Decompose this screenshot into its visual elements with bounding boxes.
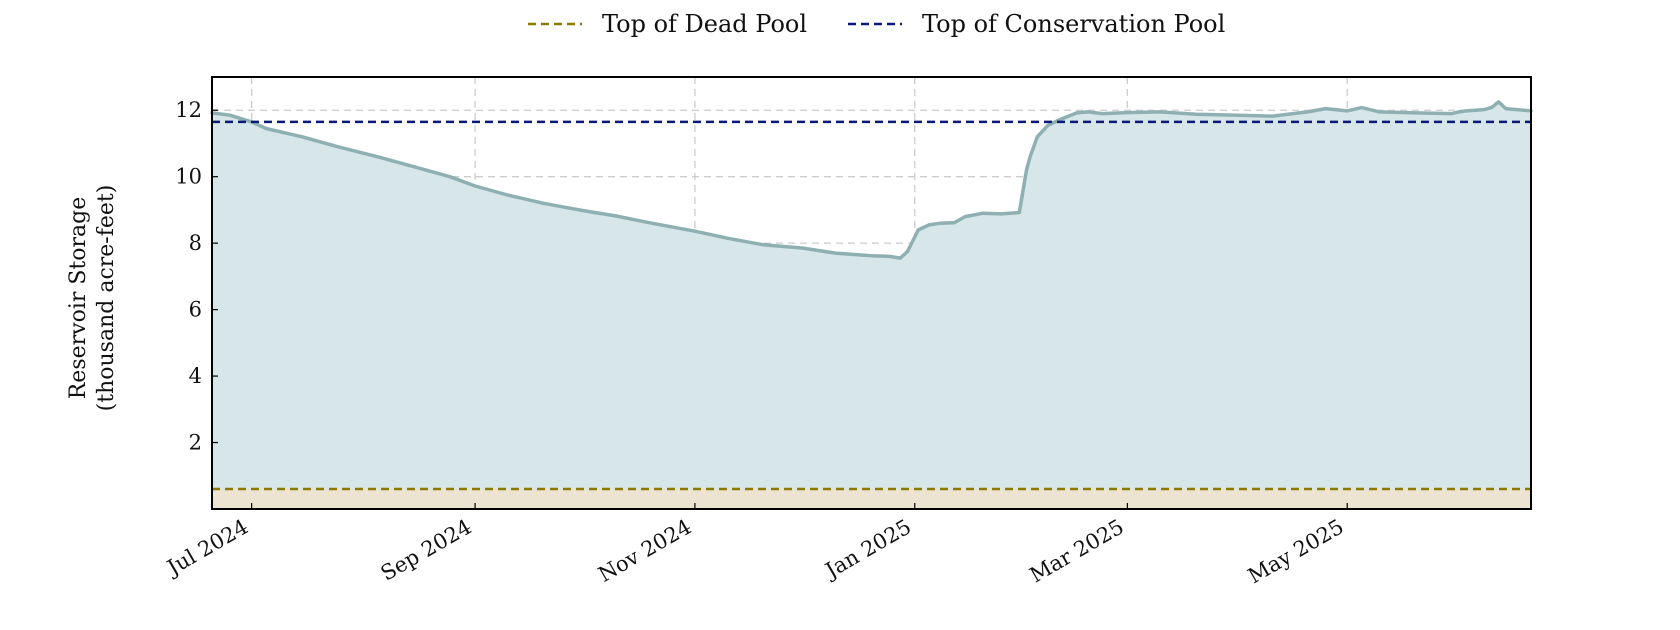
x-tick-label: Jul 2024 xyxy=(162,515,253,581)
y-tick-label: 8 xyxy=(189,231,202,255)
storage-area xyxy=(212,101,1531,510)
dead-pool-area xyxy=(212,489,1531,509)
y-tick-label: 12 xyxy=(175,98,202,122)
y-tick-label: 2 xyxy=(189,431,202,455)
x-tick-label: May 2025 xyxy=(1244,515,1348,589)
reference-lines xyxy=(212,120,1531,491)
x-tick-label: Jan 2025 xyxy=(820,515,916,584)
storage-line-layer xyxy=(210,100,1533,260)
legend: Top of Dead Pool Top of Conservation Poo… xyxy=(528,10,1225,38)
plot-frame xyxy=(211,76,1532,510)
storage-fill xyxy=(212,101,1531,510)
storage-line xyxy=(210,100,1533,260)
legend-label-conservation-pool: Top of Conservation Pool xyxy=(922,10,1225,38)
y-tick-label: 6 xyxy=(189,298,202,322)
y-axis-label-line1: Reservoir Storage xyxy=(66,197,91,400)
legend-label-dead-pool: Top of Dead Pool xyxy=(602,10,807,38)
x-tick-label: Sep 2024 xyxy=(377,515,476,586)
x-tick-label: Nov 2024 xyxy=(594,515,695,587)
y-tick-label: 4 xyxy=(189,364,202,388)
y-axis-label: Reservoir Storage (thousand acre-feet) xyxy=(66,185,119,412)
y-axis-label-line2: (thousand acre-feet) xyxy=(94,185,119,412)
x-tick-label: Mar 2025 xyxy=(1026,515,1128,588)
y-tick-label: 10 xyxy=(175,165,202,189)
